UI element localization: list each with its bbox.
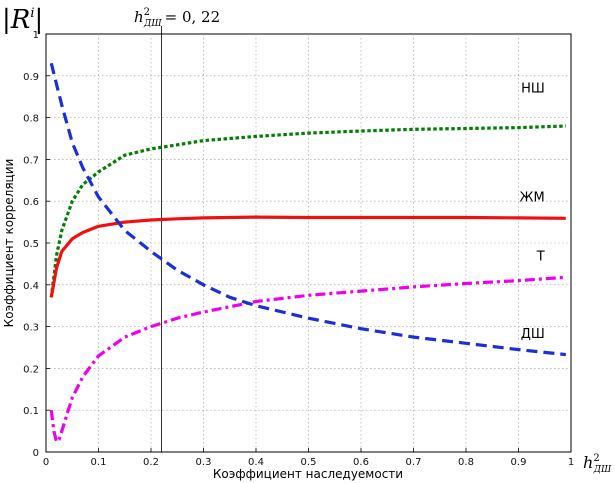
x-tick-label: 0.8 bbox=[458, 457, 474, 468]
x-tick-label: 0.7 bbox=[406, 457, 422, 468]
x-tick-label: 0.3 bbox=[196, 457, 212, 468]
series-line-ЖМ bbox=[49, 215, 566, 298]
grid bbox=[46, 34, 571, 452]
x-tick-label: 0 bbox=[43, 457, 49, 468]
y-tick-label: 0 bbox=[33, 448, 39, 459]
series-labels: НШ ЖМ Т ДШ bbox=[520, 82, 545, 342]
y-tick-label: 0.1 bbox=[23, 406, 39, 417]
series-label-ДШ: ДШ bbox=[521, 327, 545, 342]
corner-label-base: |R bbox=[2, 5, 30, 35]
annotation-var-sup: 2 bbox=[144, 7, 150, 18]
y-tick-label: 0.9 bbox=[23, 72, 39, 83]
annotation-var: h bbox=[134, 8, 144, 26]
y-tick-label: 0.2 bbox=[23, 364, 39, 375]
annotation-eq: = 0, 22 bbox=[165, 8, 221, 26]
y-axis-label: Коэффициент корреляции bbox=[2, 159, 16, 328]
axis-var-sup: 2 bbox=[593, 453, 599, 464]
x-ticks: 0 0.1 0.2 0.3 0.4 0.5 0.6 0.7 0.8 0.9 1 bbox=[43, 448, 574, 468]
y-tick-label: 0.6 bbox=[23, 197, 39, 208]
series-line-ДШ bbox=[49, 62, 566, 357]
series-label-НШ: НШ bbox=[521, 82, 545, 97]
axis-var-sub: ДШ bbox=[593, 465, 612, 475]
x-tick-label: 0.5 bbox=[301, 457, 317, 468]
x-tick-label: 0.1 bbox=[91, 457, 107, 468]
x-tick-label: 1 bbox=[568, 457, 574, 468]
x-axis-variable: h2 ДШ bbox=[583, 453, 612, 475]
y-tick-label: 1 bbox=[33, 30, 39, 41]
y-ticks: 0 0.1 0.2 0.3 0.4 0.5 0.6 0.7 0.8 0.9 1 bbox=[23, 30, 50, 459]
series-group bbox=[49, 62, 566, 444]
x-tick-label: 0.2 bbox=[143, 457, 159, 468]
x-axis-label: Коэффициент наследуемости bbox=[213, 467, 403, 481]
x-tick-label: 0.9 bbox=[511, 457, 527, 468]
axis-var: h bbox=[583, 453, 593, 472]
corner-label-sup: i bbox=[30, 6, 34, 21]
y-tick-label: 0.3 bbox=[23, 323, 39, 334]
corner-label-bar: | bbox=[35, 5, 44, 35]
series-label-Т: Т bbox=[536, 250, 545, 265]
threshold-annotation: h2 ДШ = 0, 22 bbox=[134, 7, 220, 29]
annotation-var-sub: ДШ bbox=[143, 19, 162, 29]
y-tick-label: 0.4 bbox=[23, 281, 39, 292]
x-tick-label: 0.4 bbox=[248, 457, 264, 468]
x-tick-label: 0.6 bbox=[353, 457, 369, 468]
y-tick-label: 0.7 bbox=[23, 155, 39, 166]
series-line-Т bbox=[49, 275, 566, 444]
series-line-НШ bbox=[49, 124, 566, 298]
corner-label: |Ri| bbox=[2, 5, 43, 35]
y-tick-label: 0.8 bbox=[23, 114, 39, 125]
y-tick-label: 0.5 bbox=[23, 239, 39, 250]
series-label-ЖМ: ЖМ bbox=[520, 191, 545, 206]
